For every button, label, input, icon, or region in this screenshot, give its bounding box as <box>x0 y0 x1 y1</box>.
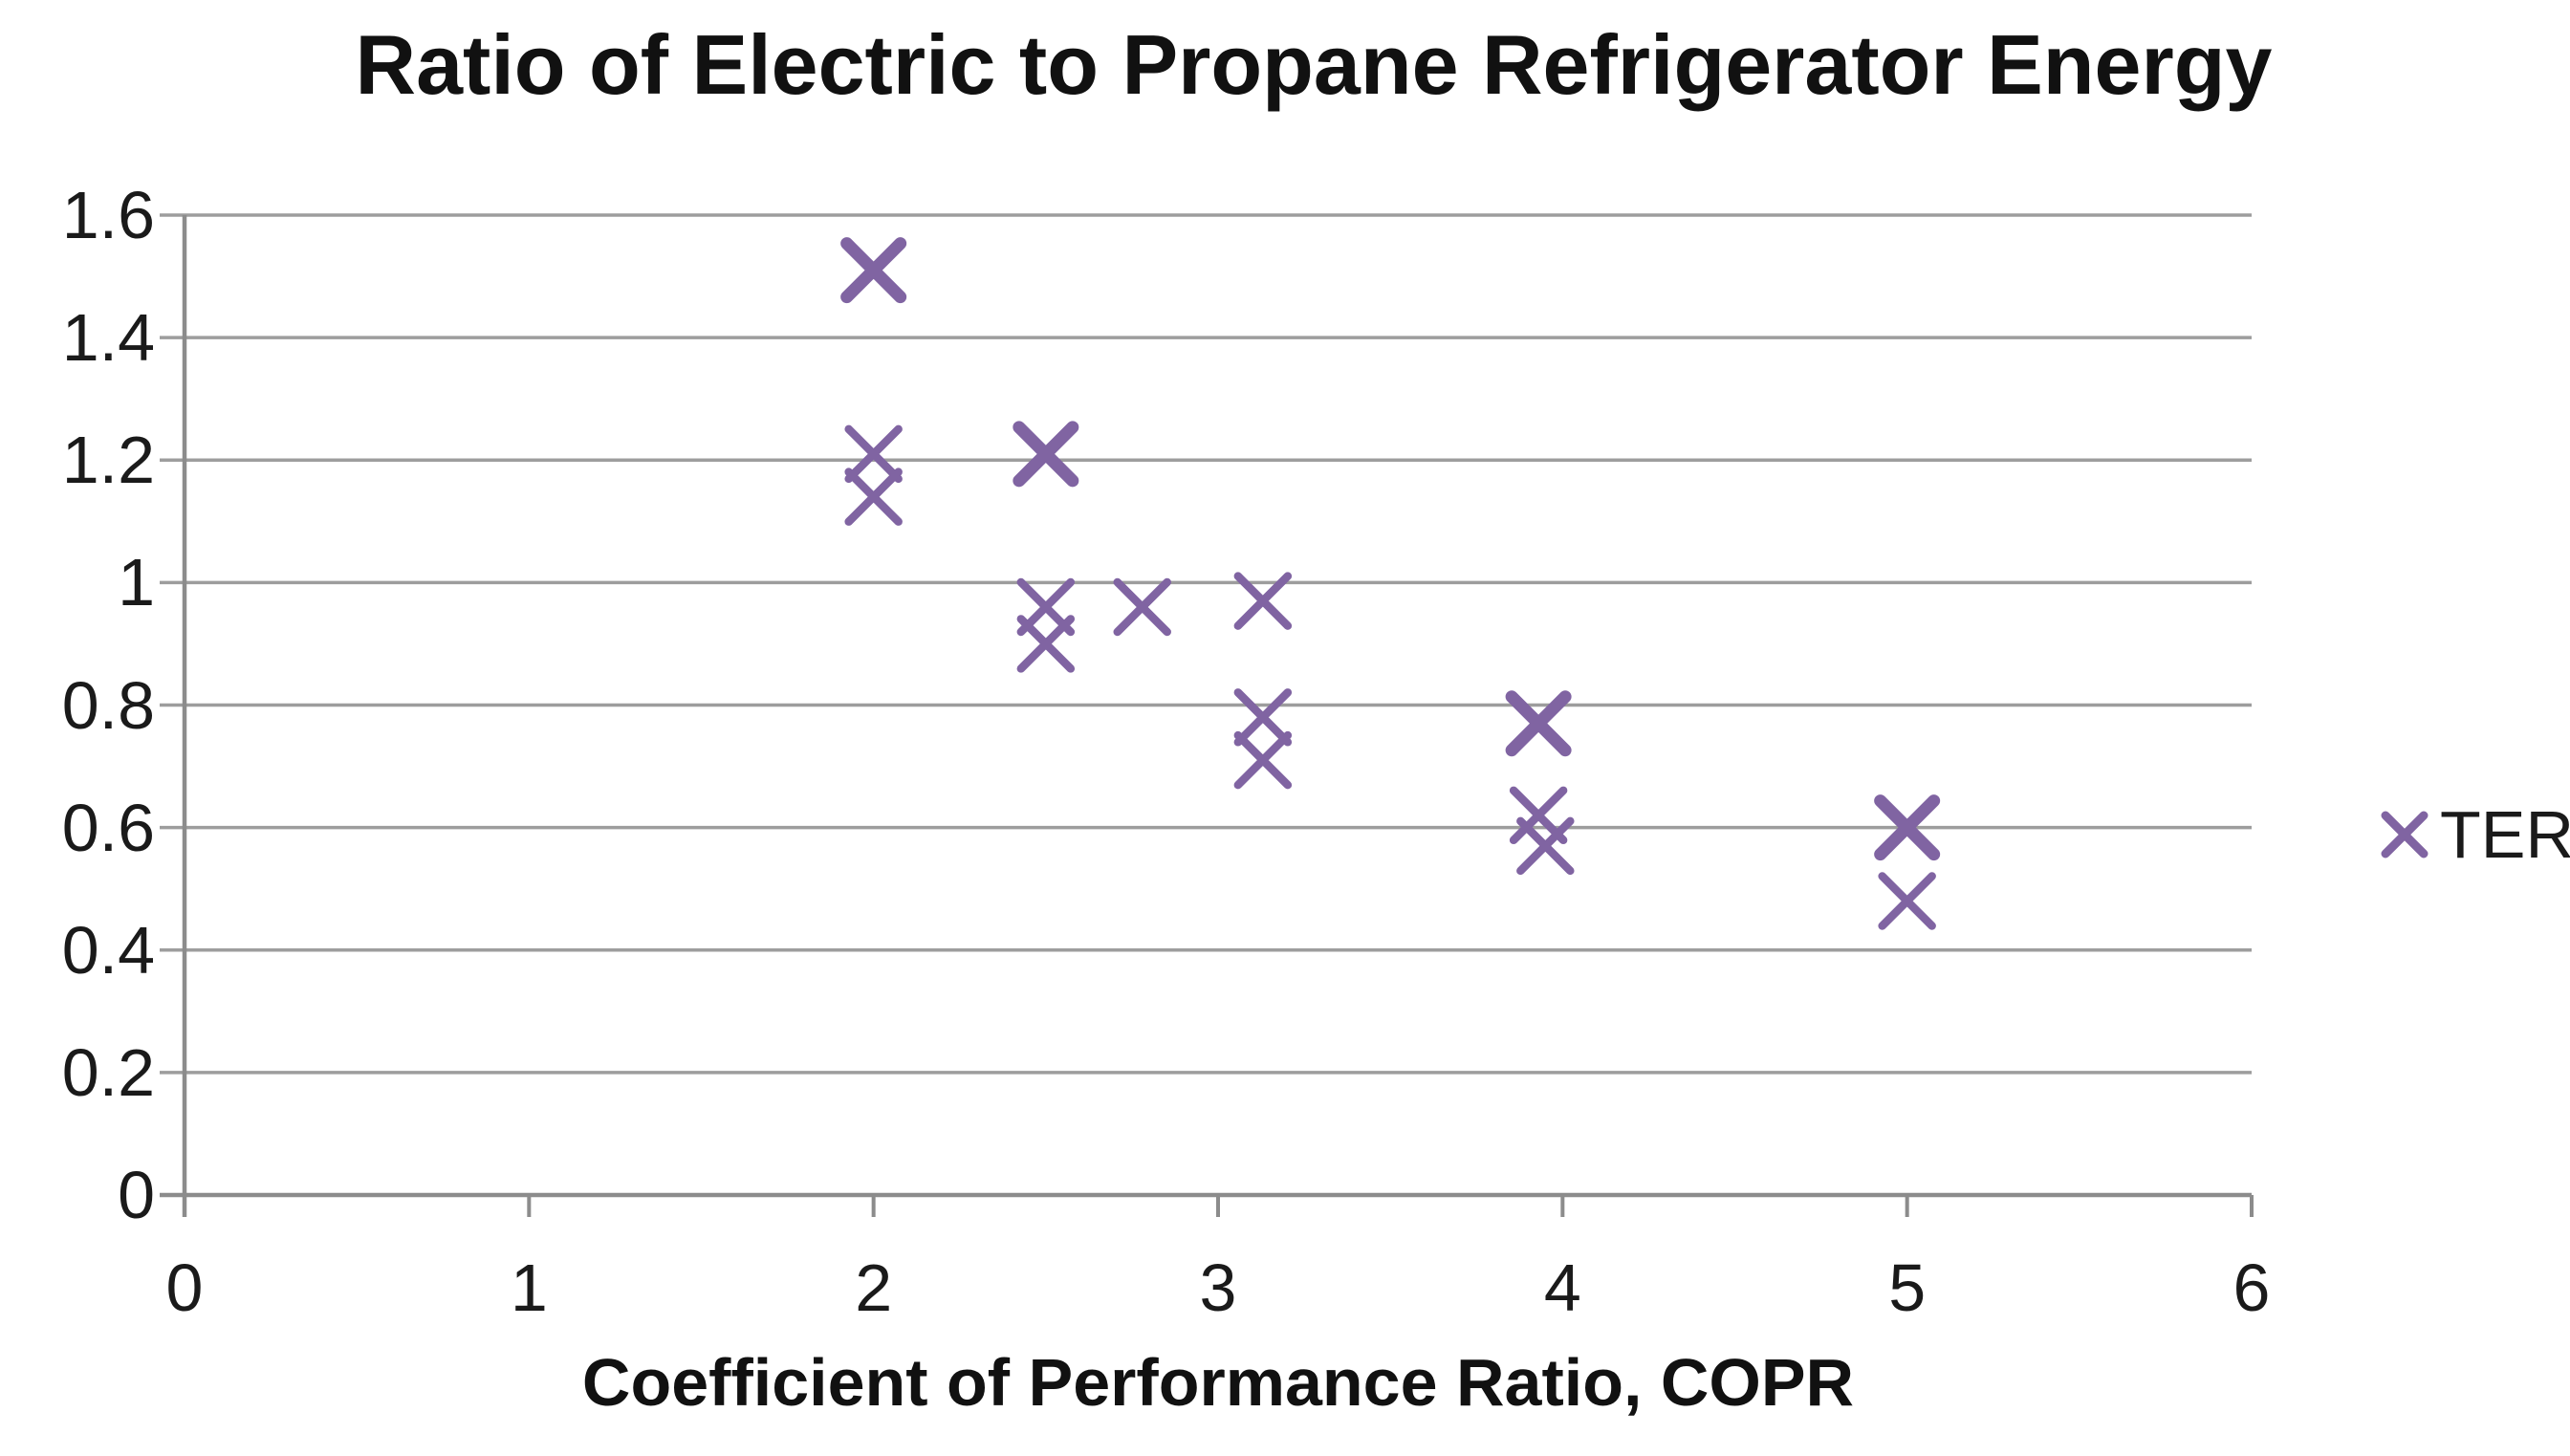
data-point-x-marker <box>1233 688 1293 747</box>
y-tick-label: 1.6 <box>61 178 155 252</box>
data-point-x-marker <box>1013 421 1079 488</box>
y-tick-label: 0.6 <box>61 790 155 865</box>
data-point-x-marker <box>840 237 907 304</box>
y-tick-label: 1 <box>118 545 155 620</box>
x-tick-label: 3 <box>1199 1250 1237 1325</box>
data-point-x-marker <box>1516 816 1575 876</box>
data-point-x-marker <box>1016 615 1076 673</box>
data-point-x-marker <box>1505 690 1572 757</box>
data-point-x-marker <box>1113 577 1171 637</box>
data-point-x-marker <box>1233 730 1293 790</box>
x-marker-icon <box>2381 811 2428 858</box>
x-tick-label: 0 <box>165 1250 204 1325</box>
y-tick-label: 0.2 <box>61 1034 155 1110</box>
y-tick-label: 0.8 <box>61 667 155 743</box>
x-tick-label: 2 <box>855 1250 893 1325</box>
legend-series-label: TER <box>2440 797 2570 872</box>
y-tick-label: 1.4 <box>61 300 155 376</box>
data-point-x-marker <box>1878 872 1936 930</box>
x-tick-label: 6 <box>2232 1250 2271 1325</box>
legend: TER <box>2377 801 2570 868</box>
chart-title: Ratio of Electric to Propane Refrigerato… <box>355 17 2273 112</box>
y-tick-label: 0.4 <box>61 912 155 988</box>
data-point-x-marker <box>1233 572 1293 630</box>
data-point-x-marker <box>844 424 903 484</box>
data-point-x-marker <box>844 467 903 526</box>
x-tick-label: 4 <box>1543 1250 1581 1325</box>
y-tick-label: 1.2 <box>61 423 155 498</box>
x-tick-label: 5 <box>1888 1250 1927 1325</box>
x-tick-label: 1 <box>510 1250 548 1325</box>
data-point-x-marker <box>1874 794 1941 861</box>
y-tick-label: 0 <box>118 1158 155 1232</box>
x-axis-title: Coefficient of Performance Ratio, COPR <box>581 1345 1855 1420</box>
